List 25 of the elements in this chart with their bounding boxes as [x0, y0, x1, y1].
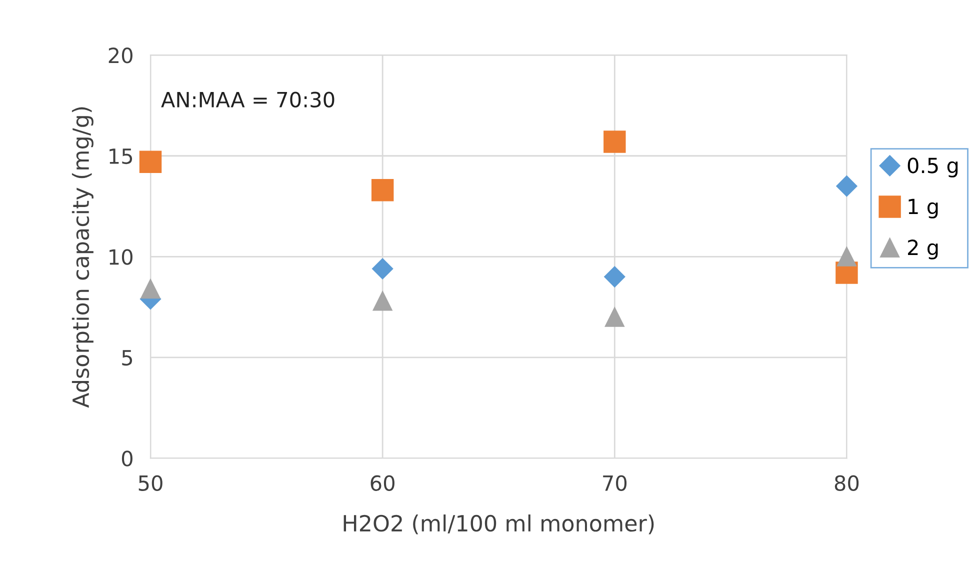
- point: [372, 291, 392, 311]
- annotation: AN:MAA = 70:30: [161, 92, 334, 108]
- y-tick-label: 10: [110, 249, 132, 265]
- point: [604, 307, 624, 327]
- y-tick-label: 5: [122, 350, 132, 366]
- y-axis-title: Adsorption capacity (mg/g): [72, 107, 94, 408]
- x-tick-label: 50: [138, 475, 162, 491]
- y-tick-label: 20: [108, 48, 132, 64]
- point: [604, 266, 626, 288]
- legend-label: 1 g: [908, 198, 938, 218]
- x-tick-label: 80: [834, 475, 859, 491]
- point: [836, 246, 856, 266]
- x-axis-title: H2O2 (ml/100 ml monomer): [344, 514, 654, 534]
- point: [140, 279, 160, 299]
- y-tick-label: 0: [122, 450, 132, 466]
- point: [836, 176, 858, 197]
- x-tick-label: 60: [370, 475, 394, 491]
- point: [604, 130, 626, 153]
- point: [371, 179, 394, 202]
- x-tick-label: 70: [603, 475, 627, 491]
- legend-label: 2 g: [908, 240, 938, 260]
- y-tick-label: 15: [110, 148, 132, 164]
- point: [139, 150, 162, 174]
- point: [372, 258, 394, 280]
- legend-label: 0.5 g: [908, 158, 958, 178]
